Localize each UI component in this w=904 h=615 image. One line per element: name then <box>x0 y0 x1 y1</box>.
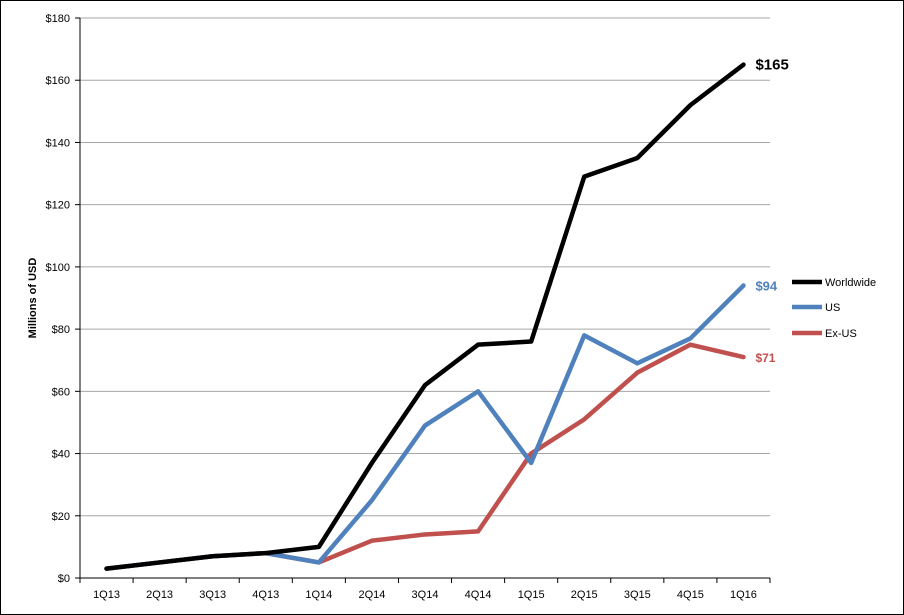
y-tick-label: $0 <box>58 573 70 585</box>
y-tick-label: $160 <box>46 75 70 87</box>
x-tick-label: 1Q14 <box>305 589 332 601</box>
y-tick-label: $100 <box>46 262 70 274</box>
legend-label: Worldwide <box>825 277 876 289</box>
legend-label: US <box>825 302 840 314</box>
y-tick-label: $180 <box>46 13 70 25</box>
x-tick-label: 4Q15 <box>677 589 704 601</box>
x-tick-label: 2Q15 <box>571 589 598 601</box>
x-tick-label: 2Q14 <box>358 589 385 601</box>
y-tick-label: $80 <box>52 324 70 336</box>
y-tick-label: $140 <box>46 137 70 149</box>
y-tick-label: $60 <box>52 386 70 398</box>
x-tick-label: 4Q14 <box>465 589 492 601</box>
series-line-worldwide <box>104 62 746 571</box>
end-label-ex-us: $71 <box>755 351 775 365</box>
x-tick-label: 3Q15 <box>624 589 651 601</box>
x-tick-label: 3Q13 <box>199 589 226 601</box>
x-tick-labels: 1Q13 2Q13 3Q13 4Q13 1Q14 2Q14 3Q14 4Q14 1Q15 2Q15… <box>93 589 757 601</box>
y-tick-label: $40 <box>52 449 70 461</box>
end-labels: $165 $94 $71 <box>755 57 788 365</box>
series-lines <box>104 62 746 571</box>
x-tick-label: 2Q13 <box>146 589 173 601</box>
x-tick-label: 4Q13 <box>252 589 279 601</box>
x-tick-label: 1Q13 <box>93 589 120 601</box>
series-line-us <box>104 283 746 571</box>
axes <box>79 18 771 583</box>
x-tick-label: 3Q14 <box>412 589 439 601</box>
y-tick-labels: $0 $20 $40 $60 $80 $100 $120 $140 $160 $180 <box>46 13 70 585</box>
legend: Worldwide US Ex-US <box>792 277 876 340</box>
end-label-worldwide: $165 <box>755 57 788 74</box>
y-axis-label: Millions of USD <box>27 258 39 339</box>
x-tick-label: 1Q15 <box>518 589 545 601</box>
y-tick-label: $20 <box>52 511 70 523</box>
series-line-ex-us <box>104 342 746 571</box>
end-label-us: $94 <box>755 279 777 294</box>
y-tick-label: $120 <box>46 200 70 212</box>
legend-label: Ex-US <box>825 328 857 340</box>
gridlines <box>75 17 770 579</box>
x-tick-label: 1Q16 <box>730 589 757 601</box>
